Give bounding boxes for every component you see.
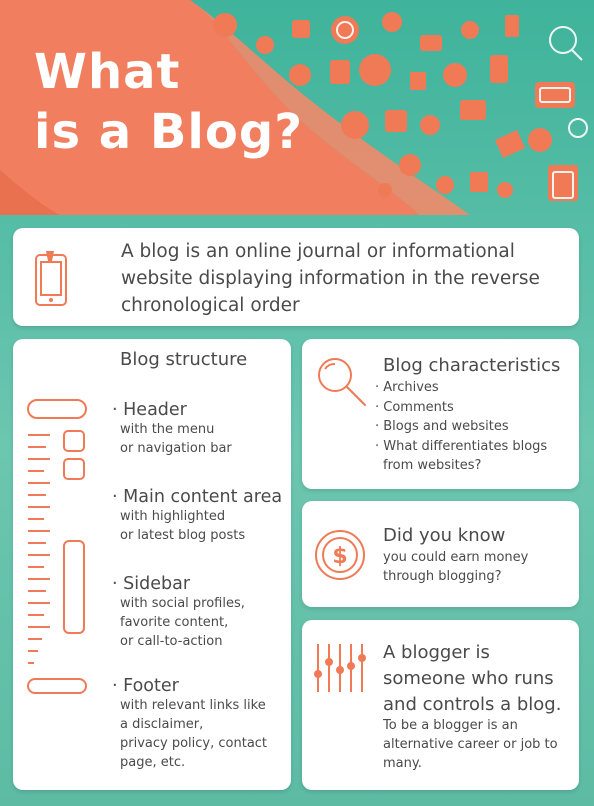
list-item: · Comments [375,399,454,415]
structure-item-title: Header [123,400,187,420]
intro-text: A blog is an online journal or informati… [121,241,540,316]
didyouknow-line-2: through blogging? [383,569,502,584]
structure-item-title: Main content area [123,487,283,507]
characteristics-heading: Blog characteristics [383,355,561,376]
structure-item-title: Sidebar [123,574,191,594]
structure-item-desc: or latest blog posts [120,528,246,543]
didyouknow-card [302,501,579,607]
layout-icon [27,399,87,694]
phone-icon [35,251,67,306]
structure-item-sidebar: · Sidebar with social profiles, favorite… [112,574,245,649]
structure-item-desc: or call-to-action [120,634,223,649]
intro-card [13,228,579,326]
svg-text:$: $ [332,544,347,569]
structure-item-footer: · Footer with relevant links like a disc… [112,676,268,770]
title-line-1: What [34,44,181,100]
didyouknow-heading: Did you know [383,525,506,546]
hero-decoration [0,0,588,215]
dollar-icon: $ [315,530,365,580]
characteristics-card [302,339,579,489]
structure-item-desc: with relevant links like [120,698,266,713]
didyouknow-line-1: you could earn money [383,550,529,565]
characteristics-list: · Archives · Comments · Blogs and websit… [375,378,547,476]
structure-item-desc: a disclaimer, [120,717,204,732]
structure-item-title: Footer [123,676,179,696]
structure-item-desc: with highlighted [120,509,226,524]
structure-heading: Blog structure [120,349,248,370]
structure-card [13,339,291,790]
list-item: from websites? [383,458,482,473]
page-title: What is a Blog? [34,42,303,162]
list-item: · What differentiates blogs [375,438,548,454]
blogger-text: To be a blogger is an alternative career… [383,718,558,771]
blogger-card [302,620,579,790]
structure-item-desc: or navigation bar [120,441,232,456]
blogger-heading: A blogger is someone who runs and contro… [383,642,562,715]
hero-banner: What is a Blog? [0,0,594,215]
structure-item-desc: with social profiles, [120,596,245,611]
list-item: · Archives [375,380,439,395]
sliders-icon [314,644,366,692]
structure-item-desc: favorite content, [120,615,229,630]
structure-item-desc: page, etc. [120,755,186,770]
structure-item-desc: with the menu [120,422,215,437]
title-line-2: is a Blog? [34,104,304,160]
magnifier-icon [318,358,366,406]
list-item: · Blogs and websites [375,419,509,434]
structure-item-header: · Header with the menu or navigation bar [112,400,232,456]
structure-item-desc: privacy policy, contact [120,736,268,751]
structure-item-main: · Main content area with highlighted or … [112,487,283,543]
